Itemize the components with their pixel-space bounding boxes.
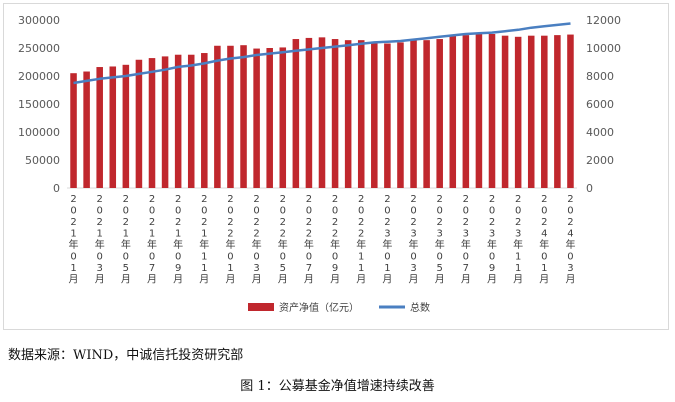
bar [527, 35, 535, 189]
bar [423, 40, 430, 188]
left-axis-tick-label: 50000 [25, 154, 60, 167]
bar [279, 47, 287, 188]
data-source-note: 数据来源：WIND，中诚信托投资研究部 [8, 348, 244, 363]
bar [83, 71, 90, 188]
right-axis-tick-label: 2000 [586, 154, 614, 167]
left-axis-ticks: 300000 250000 200000 150000 100000 50000 0 [18, 14, 60, 195]
right-axis-ticks: 12000 10000 8000 6000 4000 2000 0 [586, 14, 621, 195]
left-axis-tick-label: 300000 [18, 14, 60, 27]
bar [201, 53, 208, 188]
bar [449, 35, 457, 189]
bar [384, 43, 391, 188]
bar [331, 39, 339, 188]
left-axis-tick-label: 200000 [18, 70, 60, 83]
bar [541, 35, 548, 189]
bar [266, 48, 273, 188]
bar [567, 34, 574, 188]
bar [462, 35, 470, 189]
bar [122, 64, 130, 188]
line-series-total [73, 22, 571, 85]
bar [187, 54, 195, 188]
bar [253, 48, 260, 189]
bar [70, 73, 77, 188]
chart-frame: 300000 250000 200000 150000 100000 50000 0 120… [3, 3, 669, 330]
left-axis-tick-label: 250000 [18, 42, 60, 55]
bar [174, 54, 182, 188]
bar-series [70, 33, 574, 189]
legend-bar-swatch [248, 303, 274, 311]
bar [148, 58, 156, 188]
left-axis-tick-label: 100000 [18, 126, 60, 139]
bar [514, 36, 522, 188]
bar [371, 43, 378, 188]
right-axis-tick-label: 12000 [586, 14, 621, 27]
bar [161, 56, 169, 189]
bar [227, 45, 234, 189]
bar [357, 40, 365, 188]
right-axis-tick-label: 10000 [586, 42, 621, 55]
bar [488, 34, 496, 188]
bar [96, 67, 103, 188]
bar [410, 40, 417, 188]
bar [475, 33, 483, 188]
bar [397, 42, 404, 189]
figure-caption: 图 1：公募基金净值增速持续改善 [240, 379, 435, 394]
bar [318, 37, 326, 188]
right-axis-tick-label: 4000 [586, 126, 614, 139]
bar [501, 35, 509, 189]
bar [292, 39, 300, 188]
right-axis-tick-label: 6000 [586, 98, 614, 111]
legend-line-label: 总数 [410, 301, 430, 314]
bar [135, 59, 143, 189]
bar [436, 39, 443, 188]
bar [554, 35, 561, 189]
bar [240, 45, 247, 189]
left-axis-tick-label: 150000 [18, 98, 60, 111]
x-axis-ticks: 2 0 2 1 年 0 1 月 2 0 2 1 年 0 3 月 2 0 2 1 年 0 5 月 2 0 2 1 年 0 7 月 2 0 2 1 年 0 9 月… [69, 194, 576, 286]
bar [305, 37, 313, 188]
right-axis-tick-label: 8000 [586, 70, 614, 83]
left-axis-tick-label: 0 [53, 182, 60, 195]
legend-bar-label: 资产净值（亿元） [279, 301, 359, 314]
bar [109, 66, 117, 188]
legend: 资产净值（亿元） 总数 [248, 301, 430, 314]
bar [344, 40, 352, 188]
right-axis-tick-label: 0 [586, 182, 593, 195]
bar [214, 45, 221, 189]
